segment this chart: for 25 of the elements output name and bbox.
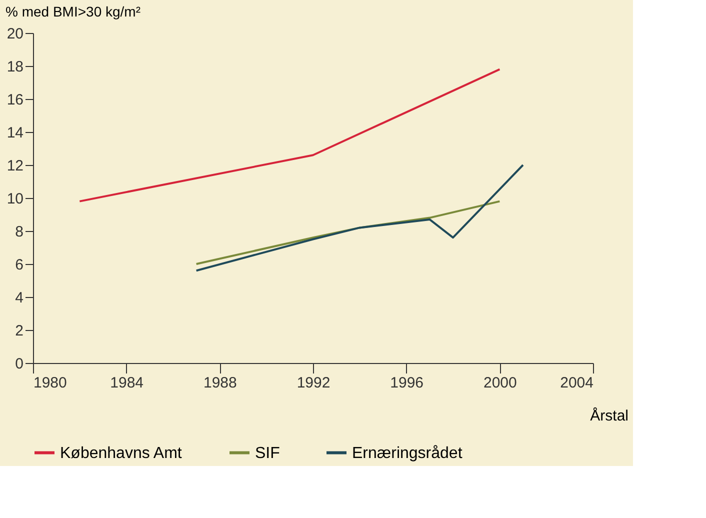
- y-tick-label: 14: [6, 124, 24, 142]
- x-tick-label: 1996: [390, 374, 424, 392]
- y-tick-label: 0: [15, 356, 24, 372]
- legend-label: Københavns Amt: [60, 444, 182, 462]
- y-tick-label: 2: [15, 322, 24, 340]
- line-series: [195, 164, 524, 272]
- x-tick-label: 2000: [483, 374, 517, 392]
- line-series: [195, 200, 501, 265]
- x-tick-label: 2004: [560, 374, 594, 392]
- y-tick-label: 8: [15, 224, 24, 240]
- x-tick-label: 1980: [34, 374, 67, 392]
- y-axis-title: % med BMI>30 kg/m²: [6, 4, 141, 20]
- x-axis-title: Årstal: [590, 406, 628, 424]
- y-tick-label: 10: [6, 190, 24, 208]
- y-tick-label: 16: [6, 92, 24, 108]
- x-tick-label: 1992: [296, 374, 330, 392]
- legend-label: Ernæringsrådet: [352, 444, 463, 462]
- y-tick-label: 20: [6, 26, 24, 42]
- y-tick-label: 18: [6, 58, 24, 76]
- x-tick-label: 1988: [203, 374, 237, 392]
- legend-label: SIF: [255, 444, 280, 462]
- y-tick-label: 4: [15, 290, 24, 306]
- x-tick-label: 1984: [110, 374, 144, 392]
- y-tick-label: 12: [6, 158, 24, 174]
- y-tick-label: 6: [15, 256, 24, 274]
